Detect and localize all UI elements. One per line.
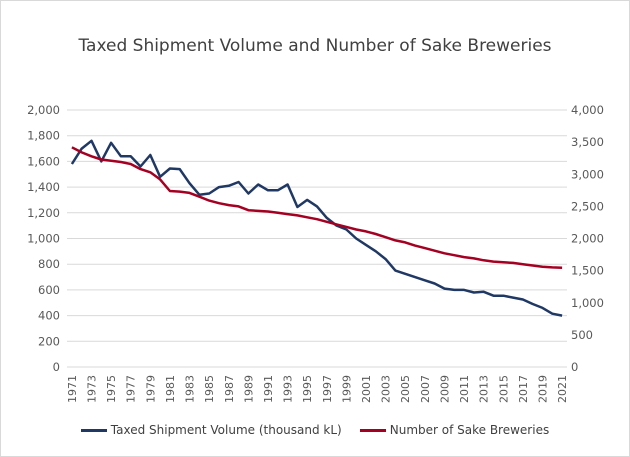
x-tick-label: 2013 xyxy=(478,375,491,403)
y-right-tick-label: 4,000 xyxy=(571,103,604,117)
x-tick-label: 1997 xyxy=(321,375,334,403)
series-line-breweries xyxy=(71,146,563,269)
y-left-tick-label: 600 xyxy=(38,283,60,297)
y-left-tick-label: 1,800 xyxy=(27,129,60,143)
x-tick-label: 1991 xyxy=(262,375,275,403)
x-tick-label: 1979 xyxy=(144,375,157,403)
legend-label-shipment: Taxed Shipment Volume (thousand kL) xyxy=(110,423,342,437)
y-left-tick-label: 1,200 xyxy=(27,206,60,220)
x-tick-label: 1993 xyxy=(282,375,295,403)
legend-swatch-shipment xyxy=(80,428,107,432)
x-tick-label: 2019 xyxy=(536,375,549,403)
x-tick-label: 1973 xyxy=(86,375,99,403)
legend-item-shipment: Taxed Shipment Volume (thousand kL) xyxy=(80,423,342,437)
y-left-tick-label: 1,000 xyxy=(27,232,60,246)
y-right-tick-label: 1,500 xyxy=(571,264,604,278)
y-left-tick-label: 800 xyxy=(38,257,60,271)
x-tick-label: 2003 xyxy=(380,375,393,403)
y-right-tick-label: 2,000 xyxy=(571,232,604,246)
x-tick-label: 2021 xyxy=(556,375,569,403)
x-tick-label: 1977 xyxy=(125,375,138,403)
legend: Taxed Shipment Volume (thousand kL) Numb… xyxy=(0,423,630,437)
x-tick-label: 2017 xyxy=(517,375,530,403)
y-left-tick-label: 1,600 xyxy=(27,154,60,168)
x-tick-label: 2009 xyxy=(438,375,451,403)
legend-item-breweries: Number of Sake Breweries xyxy=(359,423,550,437)
series-line-shipment-volume xyxy=(70,139,563,317)
y-right-tick-label: 0 xyxy=(571,360,578,374)
y-left-tick-label: 400 xyxy=(38,309,60,323)
x-tick-label: 1999 xyxy=(340,375,353,403)
y-right-tick-label: 500 xyxy=(571,328,593,342)
y-right-tick-label: 2,500 xyxy=(571,199,604,213)
x-tick-label: 2001 xyxy=(360,375,373,403)
y-right-tick-label: 3,000 xyxy=(571,167,604,181)
x-tick-label: 1987 xyxy=(223,375,236,403)
chart-title: Taxed Shipment Volume and Number of Sake… xyxy=(78,36,552,56)
y-left-tick-label: 1,400 xyxy=(27,180,60,194)
x-tick-label: 1989 xyxy=(242,375,255,403)
y-left-tick-label: 200 xyxy=(38,334,60,348)
y-left-tick-label: 2,000 xyxy=(27,103,60,117)
y-right-tick-label: 3,500 xyxy=(571,135,604,149)
x-tick-label: 1995 xyxy=(301,375,314,403)
x-tick-label: 2015 xyxy=(497,375,510,403)
x-tick-label: 2011 xyxy=(458,375,471,403)
y-left-tick-label: 0 xyxy=(53,360,60,374)
x-tick-label: 1971 xyxy=(66,375,79,403)
y-right-tick-label: 1,000 xyxy=(571,296,604,310)
x-tick-label: 1975 xyxy=(105,375,118,403)
legend-label-breweries: Number of Sake Breweries xyxy=(389,423,550,437)
x-tick-label: 2005 xyxy=(399,375,412,403)
x-tick-label: 1983 xyxy=(184,375,197,403)
x-tick-label: 2007 xyxy=(419,375,432,403)
x-tick-label: 1985 xyxy=(203,375,216,403)
x-tick-label: 1981 xyxy=(164,375,177,403)
legend-swatch-breweries xyxy=(359,428,386,432)
